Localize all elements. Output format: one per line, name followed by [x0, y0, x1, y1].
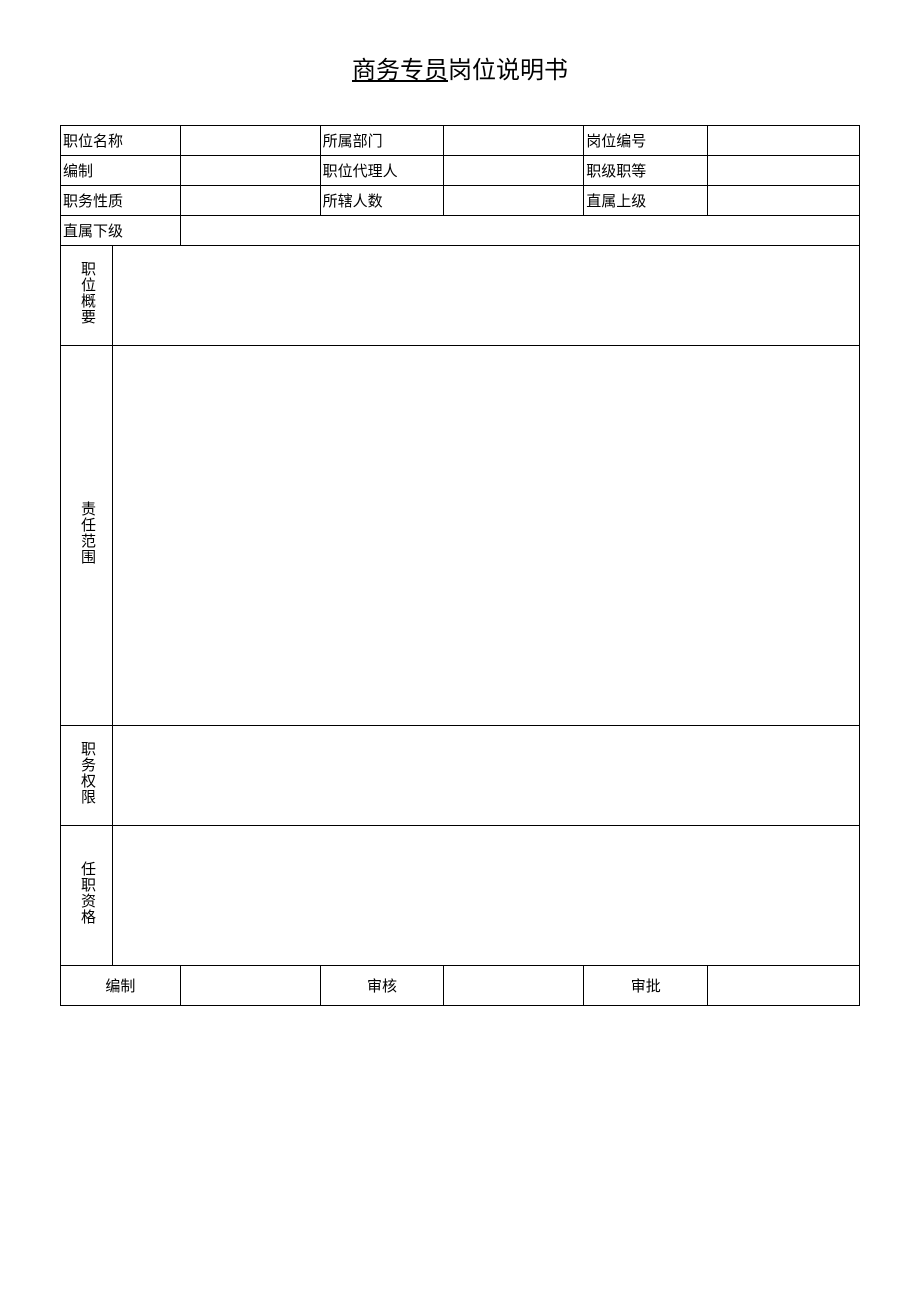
label-position-number: 岗位编号: [584, 126, 708, 156]
content-summary: [112, 246, 859, 346]
label-headcount: 所辖人数: [320, 186, 444, 216]
document-title: 商务专员岗位说明书: [60, 50, 860, 85]
value-rank: [708, 156, 860, 186]
label-authority: 职务权限: [61, 726, 113, 826]
value-superior: [708, 186, 860, 216]
value-department: [444, 126, 584, 156]
label-position-name: 职位名称: [61, 126, 181, 156]
footer-row: 编制 审核 审批: [61, 966, 860, 1006]
section-summary-row: 职位概要: [61, 246, 860, 346]
title-rest: 岗位说明书: [448, 58, 568, 84]
value-agent: [444, 156, 584, 186]
footer-label-approve: 审批: [584, 966, 708, 1006]
label-superior: 直属上级: [584, 186, 708, 216]
label-department: 所属部门: [320, 126, 444, 156]
header-row-1: 职位名称 所属部门 岗位编号: [61, 126, 860, 156]
content-authority: [112, 726, 859, 826]
value-position-name: [180, 126, 320, 156]
title-underlined: 商务专员: [352, 58, 448, 84]
label-responsibility: 责任范围: [61, 346, 113, 726]
label-rank: 职级职等: [584, 156, 708, 186]
label-agent: 职位代理人: [320, 156, 444, 186]
footer-value-approve: [708, 966, 860, 1006]
section-responsibility-row: 责任范围: [61, 346, 860, 726]
label-qualification: 任职资格: [61, 826, 113, 966]
content-responsibility: [112, 346, 859, 726]
section-qualification-row: 任职资格: [61, 826, 860, 966]
header-row-3: 职务性质 所辖人数 直属上级: [61, 186, 860, 216]
value-establishment: [180, 156, 320, 186]
footer-value-compile: [180, 966, 320, 1006]
value-subordinate: [180, 216, 859, 246]
value-headcount: [444, 186, 584, 216]
label-establishment: 编制: [61, 156, 181, 186]
label-summary: 职位概要: [61, 246, 113, 346]
footer-label-review: 审核: [320, 966, 444, 1006]
job-description-table: 职位名称 所属部门 岗位编号 编制 职位代理人 职级职等 职务性质 所辖人数 直…: [60, 125, 860, 1006]
footer-label-compile: 编制: [61, 966, 181, 1006]
label-subordinate: 直属下级: [61, 216, 181, 246]
header-row-2: 编制 职位代理人 职级职等: [61, 156, 860, 186]
value-nature: [180, 186, 320, 216]
content-qualification: [112, 826, 859, 966]
value-position-number: [708, 126, 860, 156]
footer-value-review: [444, 966, 584, 1006]
label-nature: 职务性质: [61, 186, 181, 216]
section-authority-row: 职务权限: [61, 726, 860, 826]
header-row-4: 直属下级: [61, 216, 860, 246]
